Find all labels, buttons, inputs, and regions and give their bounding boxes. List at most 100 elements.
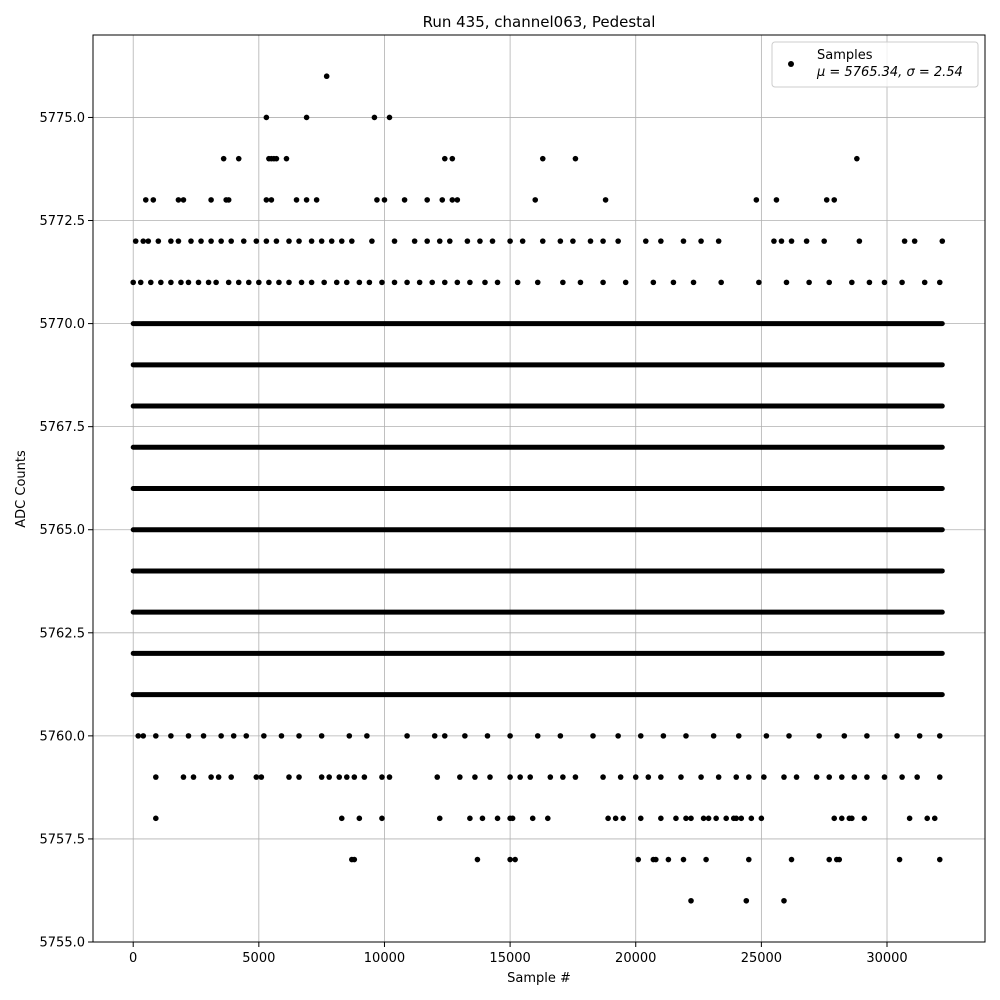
sample-point: [213, 279, 219, 286]
sample-point: [637, 815, 644, 822]
sample-point: [318, 774, 325, 780]
sample-point: [698, 238, 704, 244]
sample-point: [670, 279, 677, 286]
sample-point: [642, 238, 649, 244]
sample-point: [379, 774, 385, 780]
sample-point: [658, 815, 664, 822]
sample-point: [688, 897, 694, 904]
sample-point: [658, 238, 664, 244]
sample-point: [140, 733, 147, 739]
sample-point: [261, 733, 267, 739]
sample-point: [866, 279, 873, 286]
sample-point: [705, 815, 712, 822]
sample-point: [509, 815, 516, 822]
sample-point: [831, 815, 838, 822]
x-axis-label: Sample #: [507, 971, 571, 986]
y-tick-label: 5775.0: [40, 111, 86, 126]
sample-point: [356, 815, 363, 822]
sample-point: [620, 815, 626, 822]
sample-point: [813, 774, 820, 780]
sample-point: [454, 279, 461, 286]
sample-point: [615, 733, 621, 739]
sample-point: [534, 279, 541, 286]
sample-point: [560, 774, 566, 780]
sample-point: [517, 774, 523, 780]
sample-point: [690, 279, 697, 286]
sample-point: [168, 279, 174, 286]
sample-point: [321, 279, 327, 286]
sample-point: [637, 733, 644, 739]
sample-point: [155, 238, 162, 244]
sample-point: [748, 815, 755, 822]
sample-point: [849, 279, 855, 286]
sample-point: [746, 856, 752, 863]
sample-point: [168, 733, 174, 739]
sample-point: [489, 238, 496, 244]
sample-point: [308, 279, 315, 286]
sample-point: [864, 774, 870, 780]
y-axis: 5755.0 5757.5 5760.0 5762.5 5765.0 5767.5 5770…: [40, 111, 93, 951]
sample-point: [735, 733, 742, 739]
sample-point: [346, 733, 353, 739]
sample-point: [534, 733, 541, 739]
sample-point: [273, 155, 280, 162]
sample-point: [936, 856, 943, 863]
sample-point: [612, 815, 619, 822]
sample-point: [590, 733, 596, 739]
sample-point: [253, 238, 260, 244]
sample-point: [298, 279, 305, 286]
sample-point: [361, 774, 368, 780]
sample-point: [441, 279, 448, 286]
sample-point: [723, 815, 729, 822]
sample-point: [258, 774, 265, 780]
sample-point: [544, 815, 551, 822]
sample-point: [333, 279, 340, 286]
sample-point: [145, 238, 152, 244]
sample-point: [577, 279, 584, 286]
sample-point: [673, 815, 679, 822]
sample-point: [778, 238, 785, 244]
sample-point: [931, 815, 938, 822]
sample-point: [600, 279, 606, 286]
y-axis-label: ADC Counts: [14, 450, 29, 528]
sample-point: [474, 856, 481, 863]
sample-point: [487, 774, 493, 780]
sample-point: [683, 733, 689, 739]
sample-point: [826, 279, 833, 286]
sample-point: [680, 856, 687, 863]
sample-point: [379, 279, 385, 286]
sample-point: [198, 238, 204, 244]
sample-point: [447, 238, 453, 244]
x-tick-label: 30000: [866, 951, 907, 966]
sample-point: [441, 733, 448, 739]
sample-point: [369, 238, 375, 244]
sample-point: [864, 733, 870, 739]
sample-point: [650, 279, 657, 286]
sample-point: [683, 815, 689, 822]
sample-point: [494, 279, 501, 286]
sample-point: [899, 774, 905, 780]
sample-point: [718, 279, 724, 286]
sample-point: [323, 73, 330, 80]
sample-point: [188, 238, 194, 244]
x-tick-label: 10000: [364, 951, 405, 966]
y-tick-label: 5770.0: [40, 317, 86, 332]
sample-point: [230, 733, 237, 739]
sample-point: [351, 856, 358, 863]
sample-point: [645, 774, 652, 780]
sample-point: [512, 856, 518, 863]
sample-point: [507, 733, 513, 739]
sample-point: [781, 774, 787, 780]
sample-point: [678, 774, 684, 780]
sample-point: [484, 733, 491, 739]
sample-point: [806, 279, 812, 286]
sample-point: [153, 774, 159, 780]
sample-point: [713, 815, 719, 822]
sample-point: [180, 774, 187, 780]
sample-point: [381, 197, 388, 203]
sample-point: [200, 733, 207, 739]
legend-stats: μ = 5765.34, σ = 2.54: [816, 65, 963, 80]
sample-point: [771, 238, 777, 244]
sample-point: [411, 238, 418, 244]
